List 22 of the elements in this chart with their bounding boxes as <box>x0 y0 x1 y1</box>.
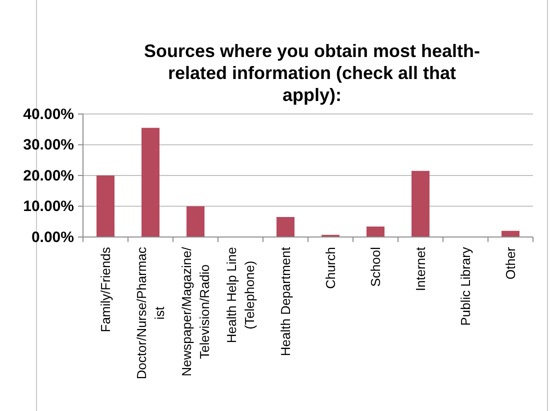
x-tick-label: Health Department <box>278 246 294 356</box>
y-tick-label: 40.00% <box>23 106 74 123</box>
x-tick-label: Other <box>503 246 518 280</box>
y-tick-label: 20.00% <box>23 167 74 184</box>
chart-title: Sources where you obtain most health- related information (check all that apply): <box>144 41 480 105</box>
y-tick-label: 30.00% <box>23 136 74 154</box>
x-tick-label: Health Help Line (Telephone) <box>224 247 258 344</box>
x-tick-label: School <box>368 246 384 287</box>
x-tick-label: Newspaper/Magazine/ Television/Radio <box>179 246 212 376</box>
bar <box>412 170 430 237</box>
bar <box>186 206 204 237</box>
x-tick-label: Family/Friends <box>98 246 114 332</box>
x-tick-label: Doctor/Nurse/Pharmac ist <box>134 246 168 380</box>
x-tick-label: Internet <box>413 246 428 292</box>
y-tick-label: 0.00% <box>31 228 74 246</box>
x-tick-label: Public Library <box>458 246 474 326</box>
bar <box>142 128 160 237</box>
bar <box>96 176 114 237</box>
bar <box>276 217 294 237</box>
x-tick-label: Church <box>323 247 338 289</box>
y-tick-label: 10.00% <box>23 198 74 216</box>
bar <box>366 226 384 237</box>
